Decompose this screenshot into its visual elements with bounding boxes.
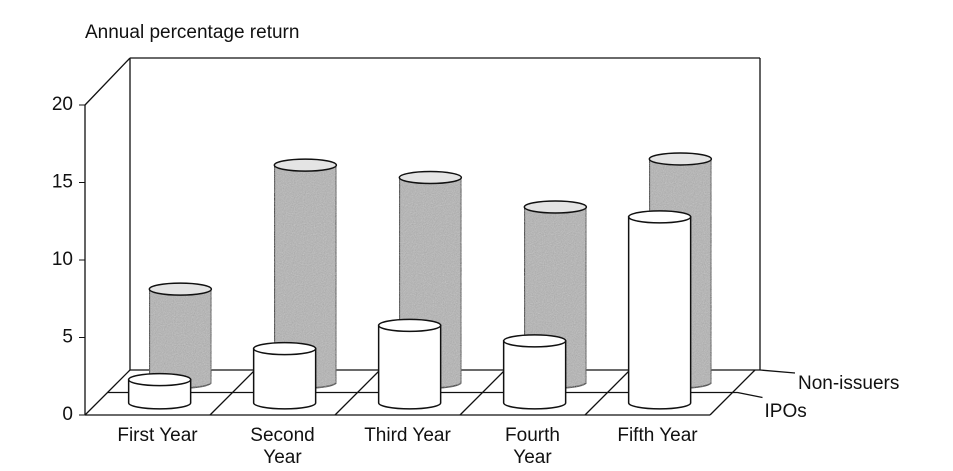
x-tick-label: Fifth Year [617, 425, 698, 446]
y-tick-label: 15 [52, 172, 73, 193]
cylinder-top [648, 152, 713, 166]
cylinder-top [252, 341, 317, 356]
x-tick-label: First Year [117, 425, 198, 446]
cylinder-body [127, 378, 192, 410]
x-tick-label: Fourth Year [505, 425, 560, 468]
cylinder-top [273, 158, 338, 172]
legend-leader [759, 369, 796, 374]
cylinder-body [627, 216, 692, 410]
legend-leader [737, 391, 763, 399]
cylinder-top [627, 210, 692, 224]
x-tick-label: Third Year [364, 425, 451, 446]
y-axis-label: Annual percentage return [85, 22, 299, 43]
floor-divider [209, 369, 256, 416]
floor-divider [459, 369, 506, 416]
cylinder-top [127, 372, 192, 387]
y-tick-label: 10 [52, 249, 73, 270]
legend-label: IPOs [765, 401, 807, 422]
cylinder-top [377, 318, 442, 333]
cylinder-top [148, 282, 213, 296]
legend-label: Non-issuers [798, 373, 899, 394]
side-wall-edge [84, 57, 131, 106]
floor-divider [84, 369, 131, 416]
cylinder-top [502, 334, 567, 348]
x-tick-label: Second Year [250, 425, 315, 468]
floor-divider [709, 369, 756, 416]
cylinder-top [398, 170, 463, 185]
y-tick-label: 0 [62, 404, 73, 425]
cylinder-top [523, 200, 588, 214]
floor-divider [584, 369, 631, 416]
cylinder-body [502, 340, 567, 410]
y-tick-label: 20 [52, 94, 73, 115]
floor-divider [334, 369, 381, 416]
y-tick-label: 5 [62, 327, 73, 348]
cylinder-body [252, 347, 317, 410]
cylinder-body [377, 324, 442, 410]
